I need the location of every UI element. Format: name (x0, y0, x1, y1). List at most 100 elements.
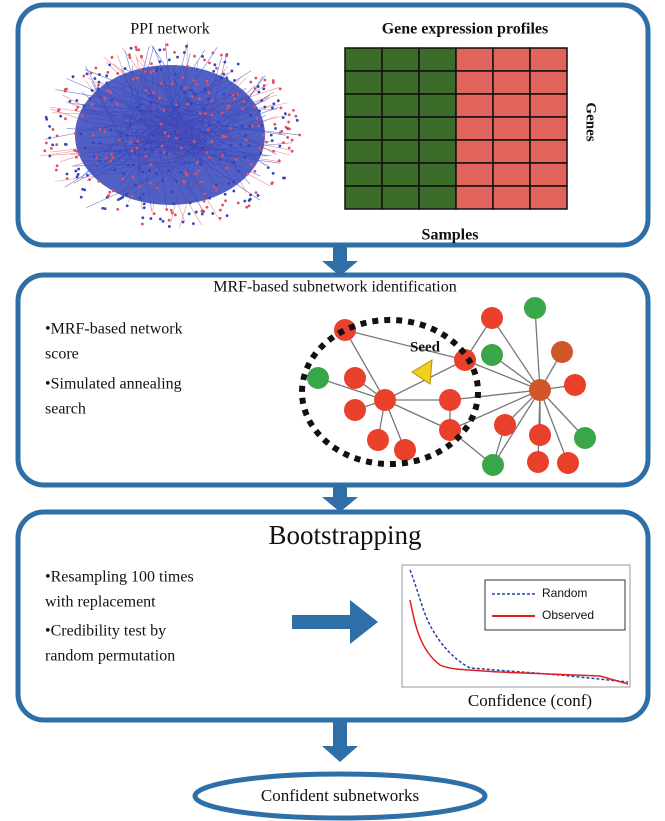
node (160, 82, 163, 85)
node (154, 172, 157, 175)
node (207, 128, 210, 131)
node (225, 77, 228, 80)
node (64, 117, 67, 120)
node (190, 89, 193, 92)
node (259, 152, 262, 155)
node (574, 427, 596, 449)
node (219, 158, 222, 161)
node (180, 138, 183, 141)
node (165, 152, 168, 155)
node (211, 99, 214, 102)
node (249, 194, 252, 197)
node (219, 209, 222, 212)
node (75, 108, 78, 111)
node (162, 220, 165, 223)
node (524, 297, 546, 319)
node (99, 128, 102, 131)
node (224, 136, 227, 139)
node (103, 97, 106, 100)
node (258, 124, 261, 127)
node (168, 225, 171, 228)
node (367, 429, 389, 451)
node (183, 51, 186, 54)
node (109, 128, 112, 131)
node (257, 85, 260, 88)
node (43, 149, 46, 152)
node (215, 188, 218, 191)
cell (456, 140, 493, 163)
node (101, 207, 104, 210)
node (203, 59, 206, 62)
node (557, 452, 579, 474)
node (77, 168, 80, 171)
node (132, 78, 135, 81)
cell (530, 163, 567, 186)
node (116, 103, 119, 106)
node (244, 134, 247, 137)
node (237, 63, 240, 66)
node (134, 46, 137, 49)
node (193, 140, 196, 143)
node (237, 201, 240, 204)
node (198, 97, 201, 100)
node (174, 213, 177, 216)
node (255, 191, 258, 194)
cell (382, 163, 419, 186)
node (233, 161, 236, 164)
node (208, 197, 211, 200)
node (76, 175, 79, 178)
node (529, 424, 551, 446)
node (66, 173, 69, 176)
node (374, 389, 396, 411)
node (59, 115, 62, 118)
node (171, 211, 174, 214)
cell (493, 163, 530, 186)
node (80, 133, 83, 136)
bullet-line: score (45, 346, 79, 363)
node (136, 140, 139, 143)
node (82, 75, 85, 78)
node (132, 176, 135, 179)
node (108, 63, 111, 66)
node (221, 111, 224, 114)
node (99, 160, 102, 163)
node (564, 374, 586, 396)
node (95, 157, 98, 160)
node (144, 70, 147, 73)
node (142, 193, 145, 196)
node (139, 110, 142, 113)
node (205, 80, 208, 83)
node (172, 202, 175, 205)
node (284, 112, 287, 115)
node (45, 116, 48, 119)
node (481, 344, 503, 366)
legend-label: Observed (542, 608, 594, 622)
node (195, 83, 198, 86)
panel-title: Bootstrapping (269, 520, 422, 550)
node (199, 163, 202, 166)
node (116, 72, 119, 75)
node (253, 105, 256, 108)
node (204, 193, 207, 196)
node (94, 77, 97, 80)
node (288, 128, 291, 131)
node (189, 201, 192, 204)
node (248, 125, 251, 128)
bullet-line: •Simulated annealing (45, 376, 182, 393)
node (72, 75, 75, 78)
node (294, 115, 297, 118)
node (93, 155, 96, 158)
node (220, 76, 223, 79)
node (129, 56, 132, 59)
node (529, 379, 551, 401)
node (153, 212, 156, 215)
node (139, 117, 142, 120)
node (204, 140, 207, 143)
node (227, 182, 230, 185)
node (255, 117, 258, 120)
node (104, 207, 107, 210)
node (307, 367, 329, 389)
node (145, 89, 148, 92)
node (270, 134, 273, 137)
node (119, 150, 122, 153)
